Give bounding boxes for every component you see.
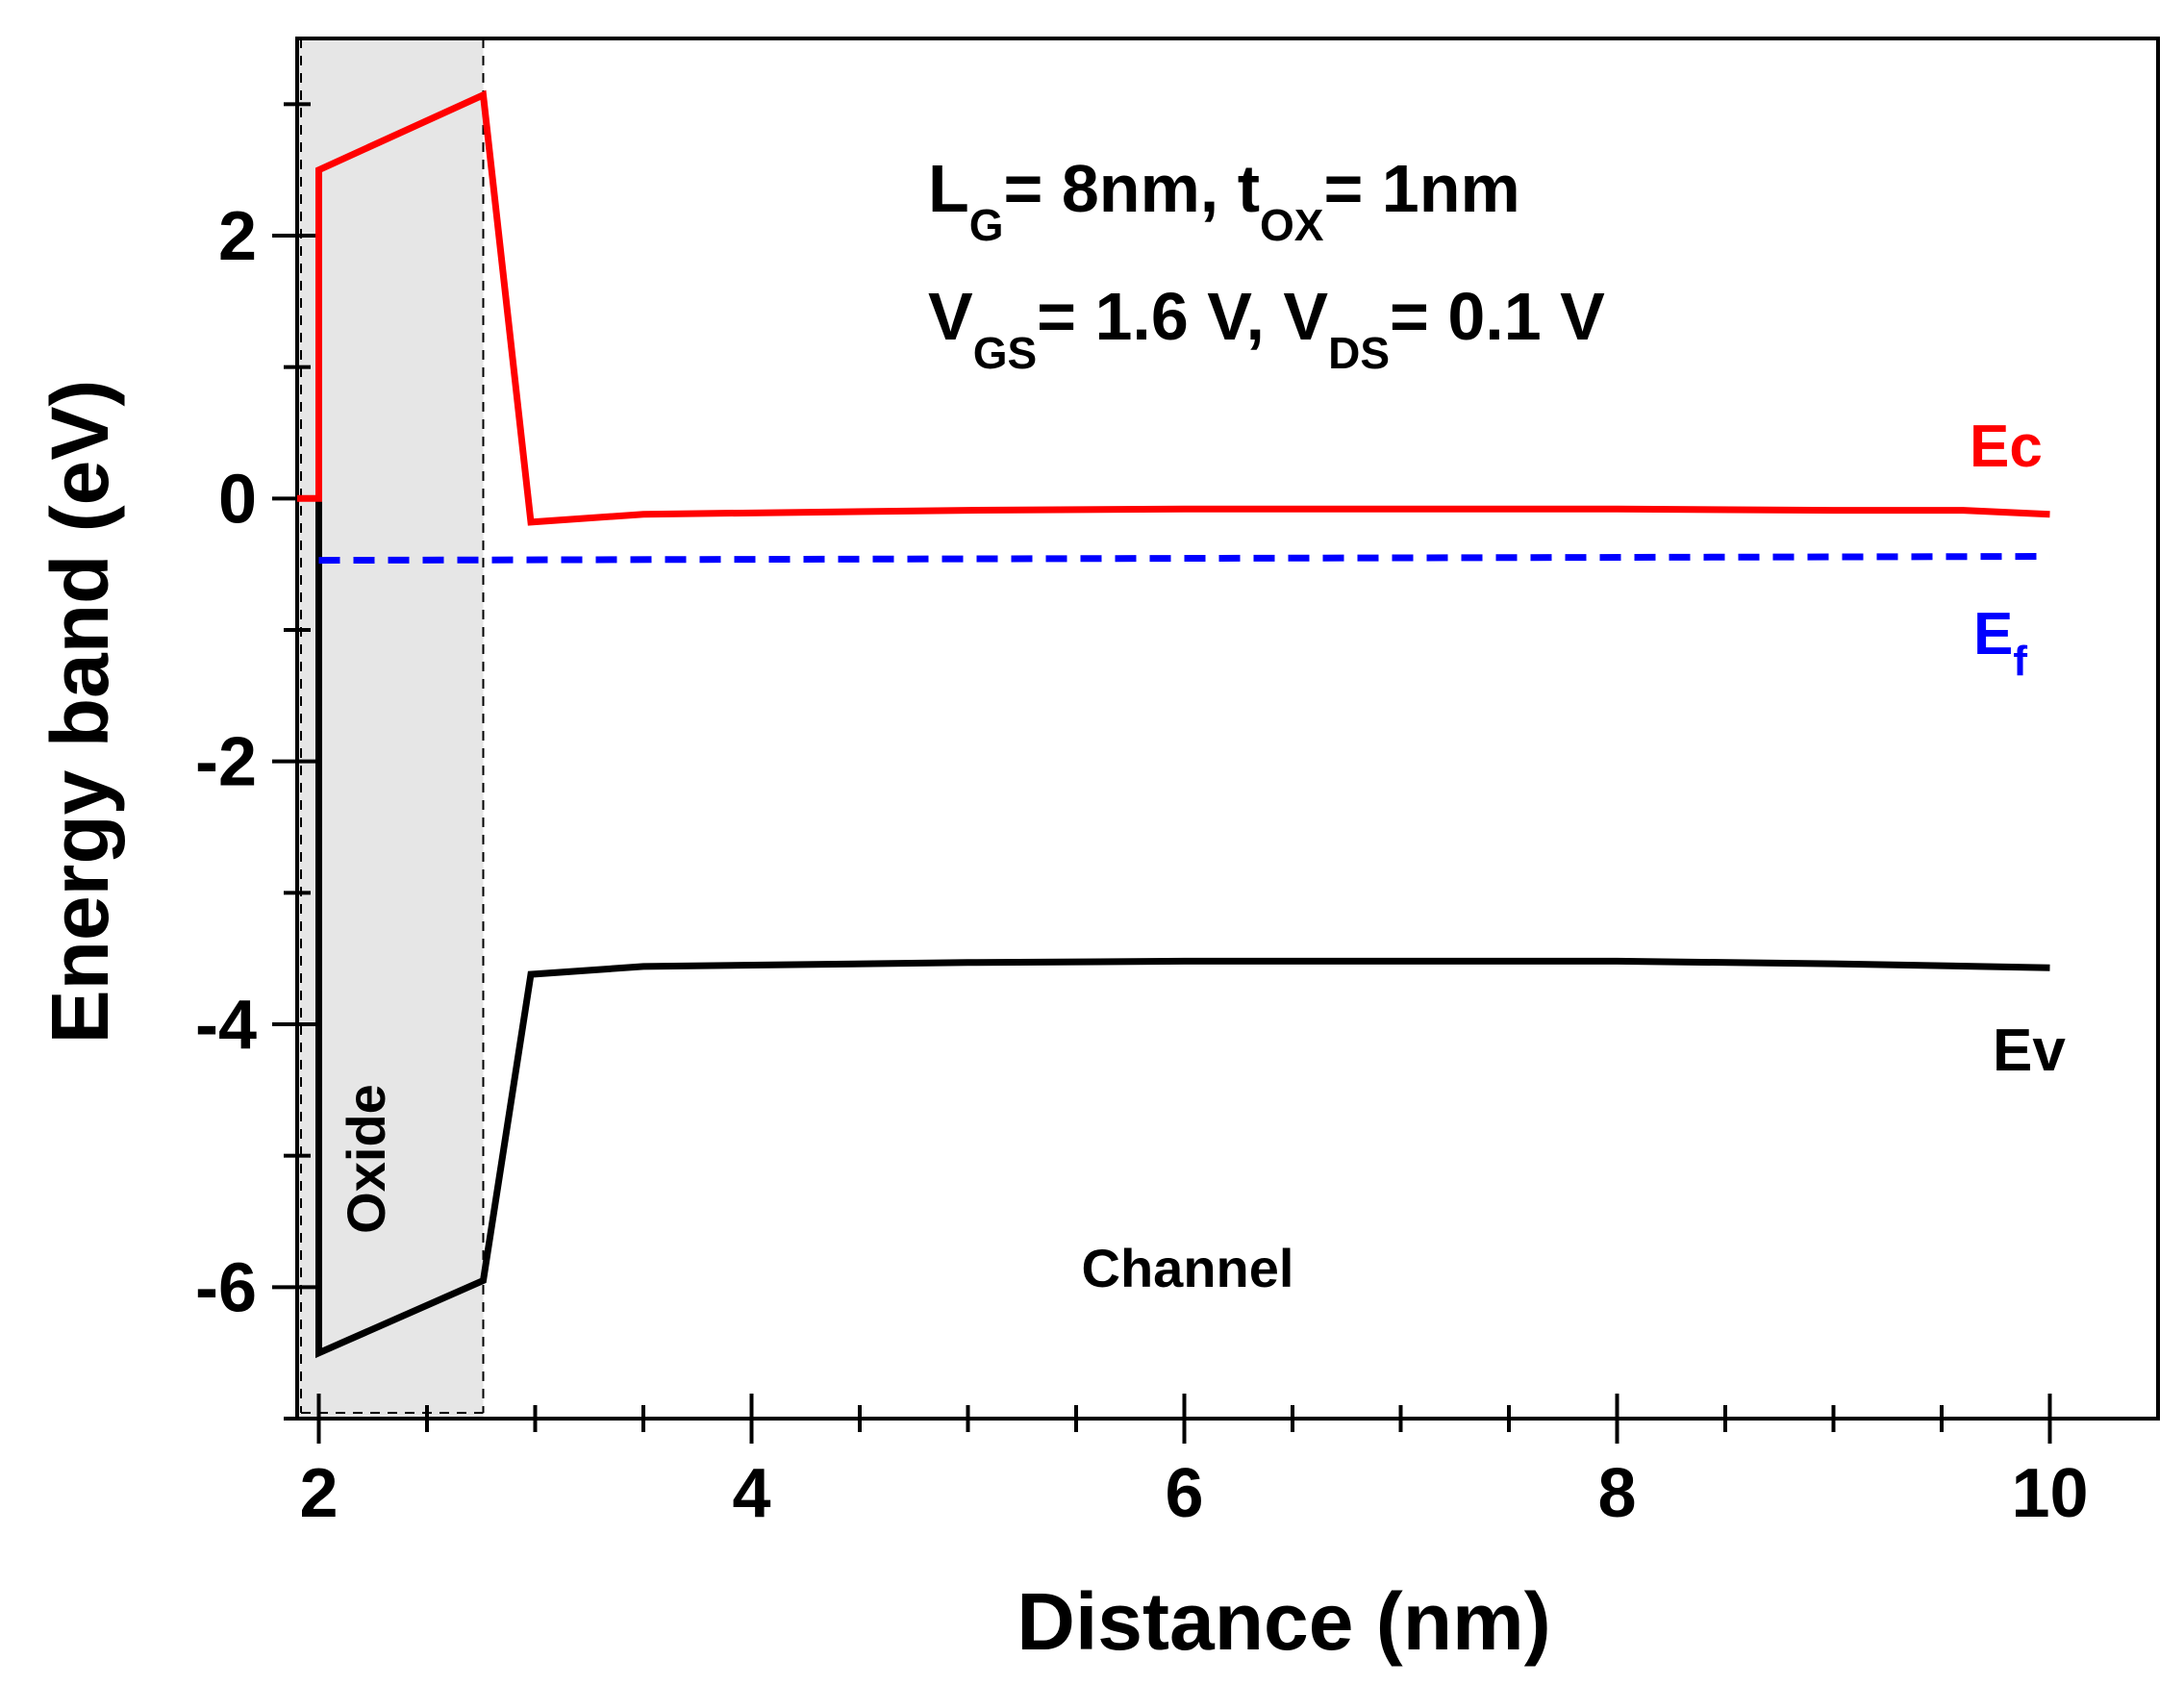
plot-frame xyxy=(295,37,2160,1421)
y-tick-label: -4 xyxy=(195,987,257,1064)
y-axis-title: Energy band (eV) xyxy=(35,380,125,1044)
oxide-region xyxy=(297,38,484,1417)
series-ef-line xyxy=(318,553,2050,565)
ec-label: Ec xyxy=(1970,414,2043,480)
x-axis-tick-labels: 2 4 6 8 10 xyxy=(299,1455,2088,1532)
series-layer xyxy=(297,89,2050,1359)
series-ev-line xyxy=(315,498,2050,1359)
series-ec-line xyxy=(297,89,2050,526)
ev-label: Ev xyxy=(1993,1018,2066,1084)
y-tick-label: -6 xyxy=(195,1249,257,1326)
y-tick-label: 2 xyxy=(218,198,257,275)
y-axis-tick-labels: -6 -4 -2 0 2 xyxy=(195,198,257,1326)
y-tick-label: -2 xyxy=(195,724,257,801)
x-tick-label: 2 xyxy=(299,1455,338,1532)
ef-label: Ef xyxy=(1973,601,2027,685)
x-tick-label: 10 xyxy=(2011,1455,2088,1532)
x-axis-ticks xyxy=(316,1394,2052,1444)
annotation-line-2: VGS= 1.6 V, VDS= 0.1 V xyxy=(928,279,1605,378)
annotation-line-1: LG= 8nm, tOX= 1nm xyxy=(928,151,1520,250)
x-tick-label: 8 xyxy=(1597,1455,1636,1532)
x-tick-label: 4 xyxy=(732,1455,770,1532)
y-tick-label: 0 xyxy=(218,461,257,538)
channel-label: Channel xyxy=(1082,1238,1294,1298)
x-tick-label: 6 xyxy=(1165,1455,1203,1532)
oxide-label: Oxide xyxy=(336,1084,396,1234)
x-axis-title: Distance (nm) xyxy=(1017,1576,1550,1667)
